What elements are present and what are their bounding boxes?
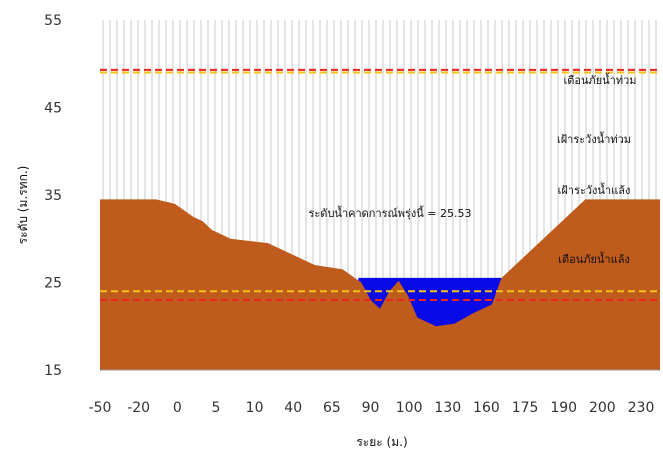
- threshold-lines-layer: [100, 68, 660, 301]
- x-tick-label: 10: [246, 400, 264, 416]
- y-tick-label: 55: [44, 13, 62, 29]
- annotation-drought-watch: เฝ้าระวังน้ำแล้ง: [558, 182, 631, 197]
- y-axis-label: ระดับ (ม.รทก.): [16, 166, 30, 245]
- x-tick-labels: -50 -20 0 5 10 40 65 90 100 130 160 175 190 200 230: [89, 400, 655, 416]
- annotation-water-forecast: ระดับน้ำคาดการณ์พรุ่งนี้ = 25.53: [308, 205, 471, 220]
- x-tick-label: 130: [434, 400, 461, 416]
- y-tick-labels: 15 25 35 45 55: [44, 13, 62, 379]
- y-tick-label: 35: [44, 188, 62, 204]
- area-layer: [100, 199, 660, 370]
- x-tick-label: 230: [628, 400, 655, 416]
- annotation-flood-watch: เฝ้าระวังน้ำท่วม: [557, 131, 631, 146]
- ground-area: [100, 199, 660, 370]
- x-tick-label: 5: [211, 400, 220, 416]
- x-tick-label: 100: [396, 400, 423, 416]
- y-tick-label: 15: [44, 363, 62, 379]
- x-tick-label: 40: [284, 400, 302, 416]
- annotation-flood-warning: เตือนภัยน้ำท่วม: [563, 72, 636, 87]
- x-tick-label: 160: [473, 400, 500, 416]
- x-tick-label: 200: [589, 400, 616, 416]
- x-tick-label: 65: [323, 400, 341, 416]
- x-tick-label: -20: [127, 400, 150, 416]
- x-tick-label: 190: [550, 400, 577, 416]
- y-tick-label: 45: [44, 101, 62, 117]
- x-tick-label: 0: [173, 400, 182, 416]
- x-axis-label: ระยะ (ม.): [356, 435, 407, 449]
- x-tick-label: 175: [512, 400, 539, 416]
- x-tick-label: -50: [89, 400, 112, 416]
- x-tick-label: 90: [362, 400, 380, 416]
- annotation-drought-warning: เตือนภัยน้ำแล้ง: [558, 251, 630, 266]
- y-tick-label: 25: [44, 276, 62, 292]
